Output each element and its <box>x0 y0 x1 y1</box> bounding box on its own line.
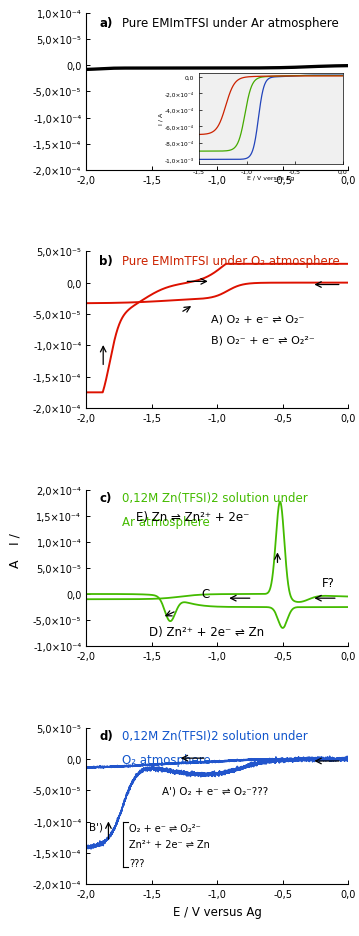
Text: C: C <box>201 587 210 600</box>
Text: ???: ??? <box>129 858 145 869</box>
Text: F?: F? <box>322 577 335 590</box>
Text: c): c) <box>99 491 112 505</box>
Text: A) O₂ + e⁻ ⇌ O₂⁻: A) O₂ + e⁻ ⇌ O₂⁻ <box>211 314 304 324</box>
Text: Pure EMImTFSI under O₂ atmosphere: Pure EMImTFSI under O₂ atmosphere <box>122 256 339 268</box>
Text: a): a) <box>99 17 113 30</box>
Text: 0,12M Zn(TFSI)2 solution under: 0,12M Zn(TFSI)2 solution under <box>122 729 307 742</box>
Text: Ar atmosphere: Ar atmosphere <box>122 515 209 528</box>
Text: O₂ + e⁻ ⇌ O₂²⁻: O₂ + e⁻ ⇌ O₂²⁻ <box>129 823 201 833</box>
Text: A') O₂ + e⁻ ⇌ O₂⁻???: A') O₂ + e⁻ ⇌ O₂⁻??? <box>162 785 269 796</box>
Text: 0,12M Zn(TFSI)2 solution under: 0,12M Zn(TFSI)2 solution under <box>122 491 307 505</box>
Text: Pure EMImTFSI under Ar atmosphere: Pure EMImTFSI under Ar atmosphere <box>122 17 338 30</box>
Text: E) Zn ⇌ Zn²⁺ + 2e⁻: E) Zn ⇌ Zn²⁺ + 2e⁻ <box>136 510 250 523</box>
Text: Zn²⁺ + 2e⁻ ⇌ Zn: Zn²⁺ + 2e⁻ ⇌ Zn <box>129 840 210 849</box>
Text: D) Zn²⁺ + 2e⁻ ⇌ Zn: D) Zn²⁺ + 2e⁻ ⇌ Zn <box>149 625 264 638</box>
Text: d): d) <box>99 729 113 742</box>
Text: b): b) <box>99 256 113 268</box>
Text: O₂ atmosphere: O₂ atmosphere <box>122 753 210 766</box>
Text: I /: I / <box>9 533 22 544</box>
Text: B) O₂⁻ + e⁻ ⇌ O₂²⁻: B) O₂⁻ + e⁻ ⇌ O₂²⁻ <box>211 335 314 344</box>
X-axis label: E / V versus Ag: E / V versus Ag <box>173 905 262 918</box>
Text: A: A <box>9 559 22 568</box>
Text: B'): B') <box>89 822 103 832</box>
